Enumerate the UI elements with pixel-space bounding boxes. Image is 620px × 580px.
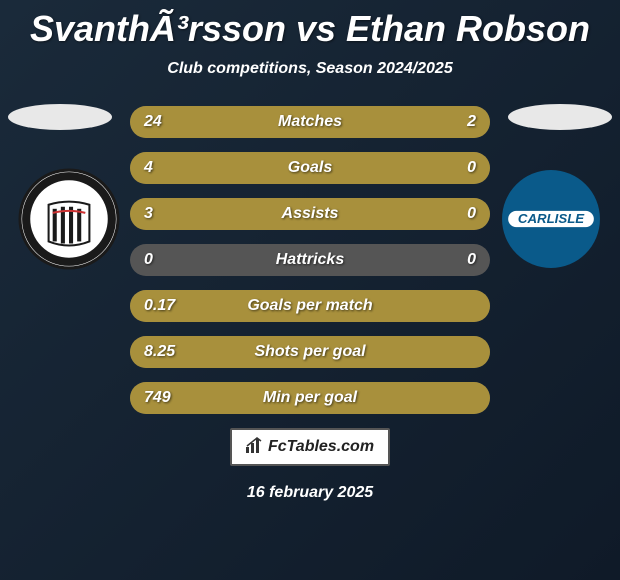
stat-label: Min per goal — [130, 389, 490, 407]
stats-list: 24Matches2 4Goals0 3Assists0 0Hattricks0 0.1… — [130, 106, 490, 414]
country-ellipse-left — [8, 104, 112, 130]
stat-row: 0.17Goals per match — [130, 290, 490, 322]
svg-text:CARLISLE: CARLISLE — [518, 211, 585, 226]
subtitle: Club competitions, Season 2024/2025 — [0, 60, 620, 78]
brand-text: FcTables.com — [268, 438, 374, 456]
stat-row: 24Matches2 — [130, 106, 490, 138]
stat-row-inner: 8.25Shots per goal — [130, 336, 490, 368]
stat-row-inner: 0Hattricks0 — [130, 244, 490, 276]
stat-row-inner: 0.17Goals per match — [130, 290, 490, 322]
stat-label: Goals — [130, 159, 490, 177]
stat-row-inner: 4Goals0 — [130, 152, 490, 184]
stat-row-inner: 3Assists0 — [130, 198, 490, 230]
stat-row: 749Min per goal — [130, 382, 490, 414]
stat-label: Matches — [130, 113, 490, 131]
stat-label: Goals per match — [130, 297, 490, 315]
footer-date: 16 february 2025 — [0, 484, 620, 502]
stat-row-inner: 24Matches2 — [130, 106, 490, 138]
chart-icon — [246, 437, 264, 458]
club-badge-right: CARLISLE — [500, 168, 602, 270]
comparison-panel: CARLISLE 24Matches2 4Goals0 3Assists0 0Hatt… — [0, 106, 620, 502]
stat-row: 4Goals0 — [130, 152, 490, 184]
stat-row: 3Assists0 — [130, 198, 490, 230]
stat-label: Assists — [130, 205, 490, 223]
stat-row-inner: 749Min per goal — [130, 382, 490, 414]
stat-label: Hattricks — [130, 251, 490, 269]
brand-badge: FcTables.com — [230, 428, 390, 466]
country-ellipse-right — [508, 104, 612, 130]
stat-row: 8.25Shots per goal — [130, 336, 490, 368]
stat-label: Shots per goal — [130, 343, 490, 361]
club-badge-left — [18, 168, 120, 270]
stat-row: 0Hattricks0 — [130, 244, 490, 276]
page-title: SvanthÃ³rsson vs Ethan Robson — [0, 0, 620, 50]
